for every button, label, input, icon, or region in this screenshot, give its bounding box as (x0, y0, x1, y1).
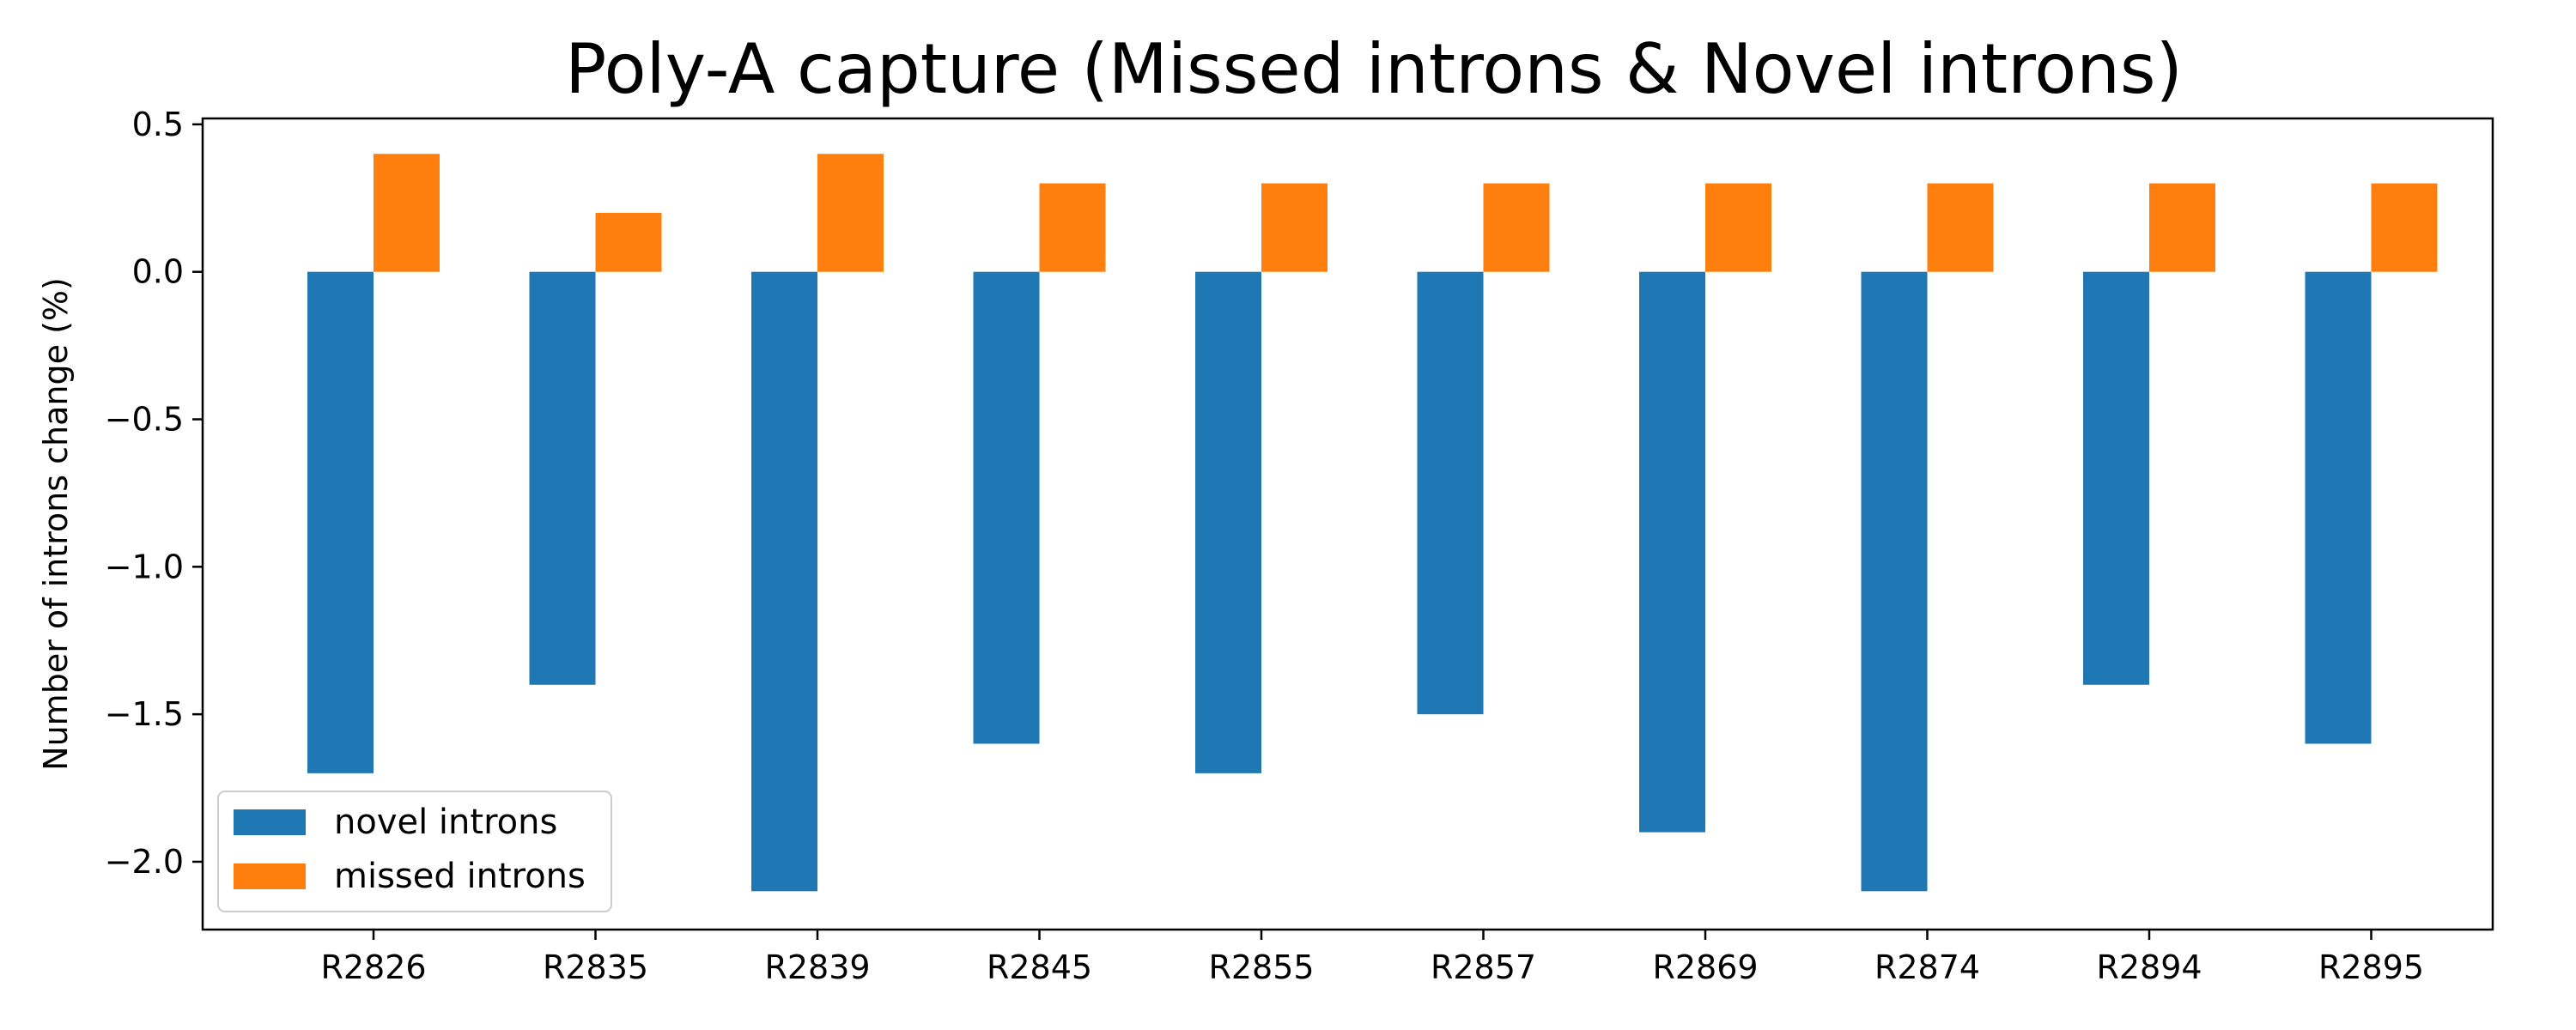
y-tick-label: −0.5 (105, 401, 184, 439)
x-tick-label: R2857 (1431, 948, 1536, 986)
bar-novel-R2869 (1639, 271, 1705, 833)
bar-novel-R2839 (751, 271, 817, 892)
bar-novel-R2857 (1417, 271, 1484, 715)
legend-label-novel: novel introns (334, 803, 557, 842)
chart-title: Poly-A capture (Missed introns & Novel i… (565, 29, 2183, 109)
bar-novel-R2835 (529, 271, 596, 685)
bar-novel-R2894 (2083, 271, 2149, 685)
bar-missed-R2869 (1705, 183, 1771, 272)
bar-missed-R2845 (1039, 183, 1106, 272)
y-tick-label: −2.0 (105, 843, 184, 881)
y-tick-label: 0.0 (132, 253, 184, 291)
y-tick-label: −1.0 (105, 548, 184, 585)
x-tick-label: R2835 (543, 948, 648, 986)
bars-group (307, 154, 2438, 892)
bar-missed-R2895 (2371, 183, 2438, 272)
x-tick-label: R2839 (764, 948, 870, 986)
bar-missed-R2857 (1483, 183, 1550, 272)
bar-missed-R2894 (2149, 183, 2215, 272)
bar-novel-R2874 (1861, 271, 1928, 892)
bar-missed-R2874 (1927, 183, 1994, 272)
bar-missed-R2839 (817, 154, 884, 272)
bar-novel-R2826 (307, 271, 374, 773)
legend-swatch-novel (234, 809, 306, 835)
legend-box (217, 791, 612, 912)
x-tick-label: R2855 (1208, 948, 1314, 986)
x-tick-label: R2869 (1652, 948, 1758, 986)
bar-missed-R2855 (1261, 183, 1327, 272)
bar-novel-R2845 (973, 271, 1040, 744)
y-tick-label: −1.5 (105, 695, 184, 733)
bar-missed-R2826 (374, 154, 440, 272)
bar-missed-R2835 (595, 212, 662, 272)
x-tick-label: R2845 (987, 948, 1092, 986)
x-tick-label: R2826 (320, 948, 426, 986)
legend-swatch-missed (234, 863, 306, 889)
legend-label-missed: missed introns (334, 857, 586, 896)
y-tick-label: 0.5 (132, 106, 184, 143)
x-tick-label: R2895 (2318, 948, 2424, 986)
bar-novel-R2855 (1195, 271, 1261, 773)
y-axis-ticks: 0.5 0.0 −0.5 −1.0 −1.5 −2.0 (105, 106, 203, 881)
bar-novel-R2895 (2305, 271, 2372, 744)
y-axis-label: Number of introns change (%) (37, 277, 75, 771)
x-axis-ticks: R2826 R2835 R2839 R2845 R2855 R2857 R2869 R2874… (320, 930, 2424, 986)
legend: novel introns missed introns (217, 791, 612, 912)
plot-frame (201, 117, 2494, 931)
x-tick-label: R2894 (2096, 948, 2202, 986)
x-tick-label: R2874 (1874, 948, 1980, 986)
